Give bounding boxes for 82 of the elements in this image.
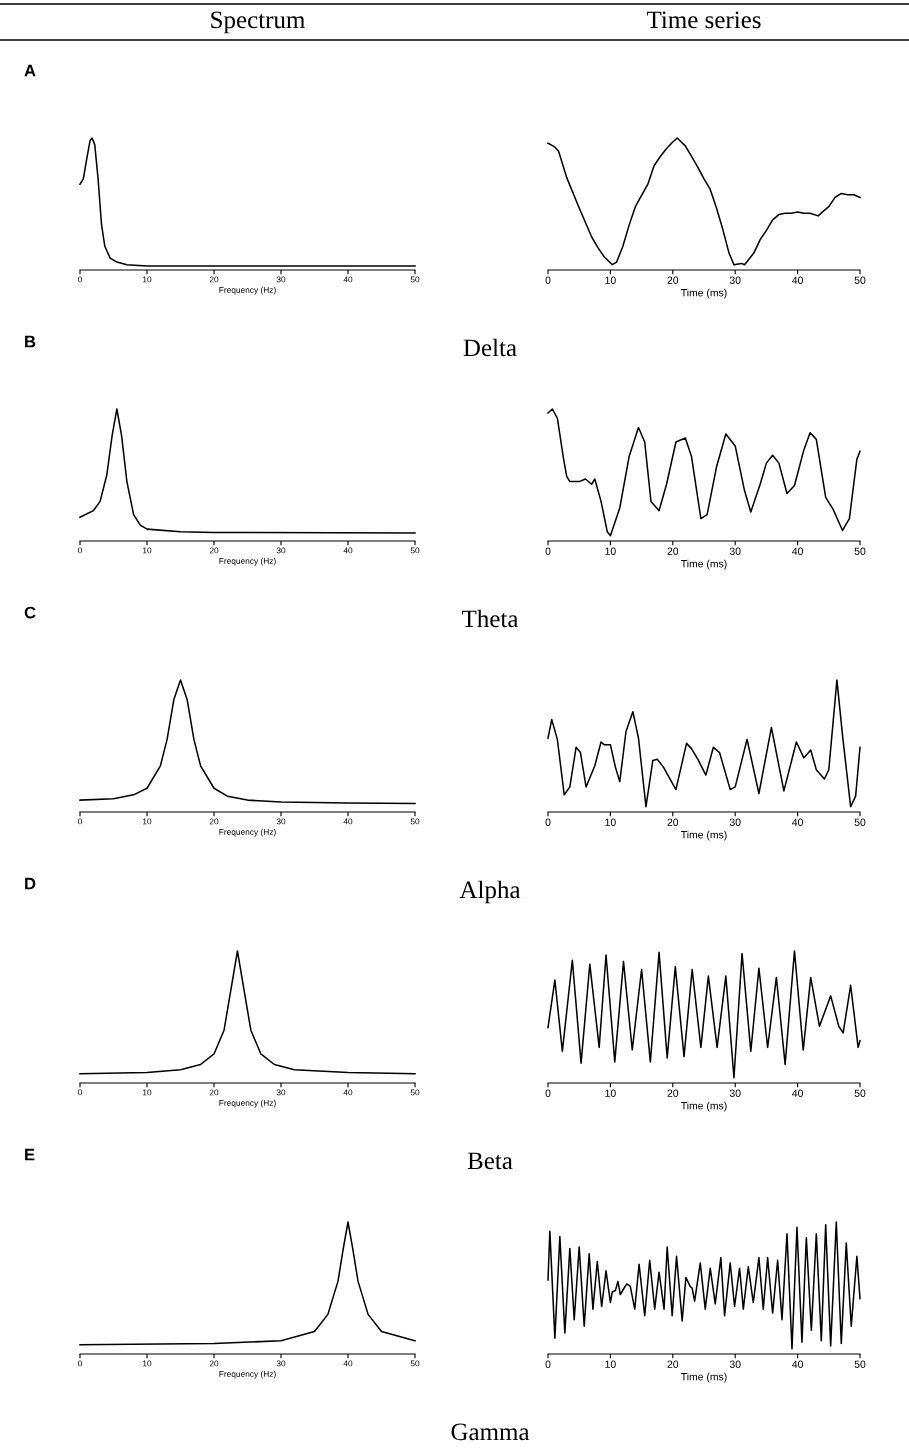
x-tick-label: 20: [667, 1360, 679, 1368]
x-tick-label: 20: [209, 818, 219, 825]
x-tick-label: 20: [209, 547, 219, 554]
x-tick-label: 0: [78, 1360, 82, 1367]
text: E: [25, 1148, 35, 1161]
x-tick-label: 20: [667, 547, 679, 555]
x-axis-title: Time (ms): [681, 1101, 727, 1112]
x-tick-label: 40: [343, 1360, 353, 1367]
x-tick-label: 50: [410, 276, 420, 283]
x-tick-label: 50: [410, 1089, 420, 1096]
x-tick-label: 10: [143, 547, 152, 554]
x-tick-label: 50: [854, 818, 866, 826]
x-tick-label: 10: [605, 1360, 616, 1368]
x-tick-label: 30: [729, 547, 741, 555]
x-tick-label: 30: [276, 547, 286, 554]
x-tick-label: 10: [605, 818, 616, 826]
x-tick-label: 10: [143, 276, 152, 283]
x-tick-label: 40: [792, 547, 803, 555]
x-tick-label: 0: [78, 276, 82, 283]
x-tick-label: 10: [605, 1089, 616, 1097]
x-tick-label: 10: [605, 276, 616, 284]
text: Theta: [462, 609, 519, 628]
x-tick-label: 50: [854, 1360, 866, 1368]
x-tick-label: 30: [729, 1360, 741, 1368]
x-tick-label: 50: [410, 1360, 420, 1367]
x-axis-title: Frequency (Hz): [219, 557, 276, 566]
x-tick-label: 30: [729, 1089, 741, 1097]
x-tick-label: 50: [410, 818, 420, 825]
x-tick-label: 30: [276, 1089, 286, 1096]
x-tick-label: 20: [209, 276, 219, 283]
x-tick-label: 0: [545, 276, 551, 284]
x-tick-label: 50: [410, 547, 420, 554]
text: D: [25, 877, 36, 890]
x-tick-label: 50: [854, 1089, 866, 1097]
x-axis-title: Frequency (Hz): [219, 1370, 276, 1379]
x-tick-label: 30: [729, 276, 741, 284]
x-tick-label: 0: [545, 1360, 551, 1368]
x-tick-label: 0: [78, 818, 82, 825]
x-tick-label: 20: [667, 276, 679, 284]
x-axis-title: Frequency (Hz): [219, 286, 276, 295]
text: Beta: [467, 1152, 513, 1170]
x-tick-label: 10: [143, 818, 152, 825]
x-tick-label: 0: [545, 818, 551, 826]
x-tick-label: 20: [667, 818, 679, 826]
x-tick-label: 0: [545, 1089, 551, 1097]
x-tick-label: 40: [343, 276, 353, 283]
x-tick-label: 30: [729, 818, 741, 826]
x-tick-label: 30: [276, 1360, 286, 1367]
x-tick-label: 30: [276, 818, 286, 825]
x-tick-label: 40: [792, 276, 803, 284]
x-tick-label: 0: [545, 547, 551, 555]
text: Delta: [463, 338, 517, 357]
x-axis-title: Time (ms): [681, 288, 727, 299]
text: Gamma: [451, 1423, 530, 1441]
x-tick-label: 10: [605, 547, 616, 555]
text: A: [24, 64, 36, 77]
x-tick-label: 30: [276, 276, 286, 283]
x-tick-label: 0: [78, 547, 82, 554]
x-axis-title: Time (ms): [681, 1372, 727, 1383]
x-axis-title: Frequency (Hz): [219, 1099, 276, 1108]
x-tick-label: 40: [792, 1360, 803, 1368]
text: B: [25, 335, 36, 348]
x-tick-label: 10: [143, 1360, 152, 1367]
x-tick-label: 50: [854, 547, 866, 555]
x-tick-label: 0: [78, 1089, 82, 1096]
x-tick-label: 20: [209, 1360, 219, 1367]
x-axis-title: Time (ms): [681, 830, 727, 841]
x-tick-label: 20: [209, 1089, 219, 1096]
x-tick-label: 50: [854, 276, 866, 284]
x-axis-title: Time (ms): [681, 559, 727, 570]
chart-title: Spectrum: [211, 11, 306, 34]
x-tick-label: 40: [343, 1089, 353, 1096]
chart-title: Time series: [646, 11, 761, 29]
x-tick-label: 40: [792, 818, 803, 826]
text: C: [24, 606, 36, 619]
x-tick-label: 10: [143, 1089, 152, 1096]
x-tick-label: 40: [343, 818, 353, 825]
x-tick-label: 20: [667, 1089, 679, 1097]
x-tick-label: 40: [792, 1089, 803, 1097]
x-tick-label: 40: [343, 547, 353, 554]
x-axis-title: Frequency (Hz): [219, 828, 276, 837]
text: Alpha: [459, 880, 521, 904]
